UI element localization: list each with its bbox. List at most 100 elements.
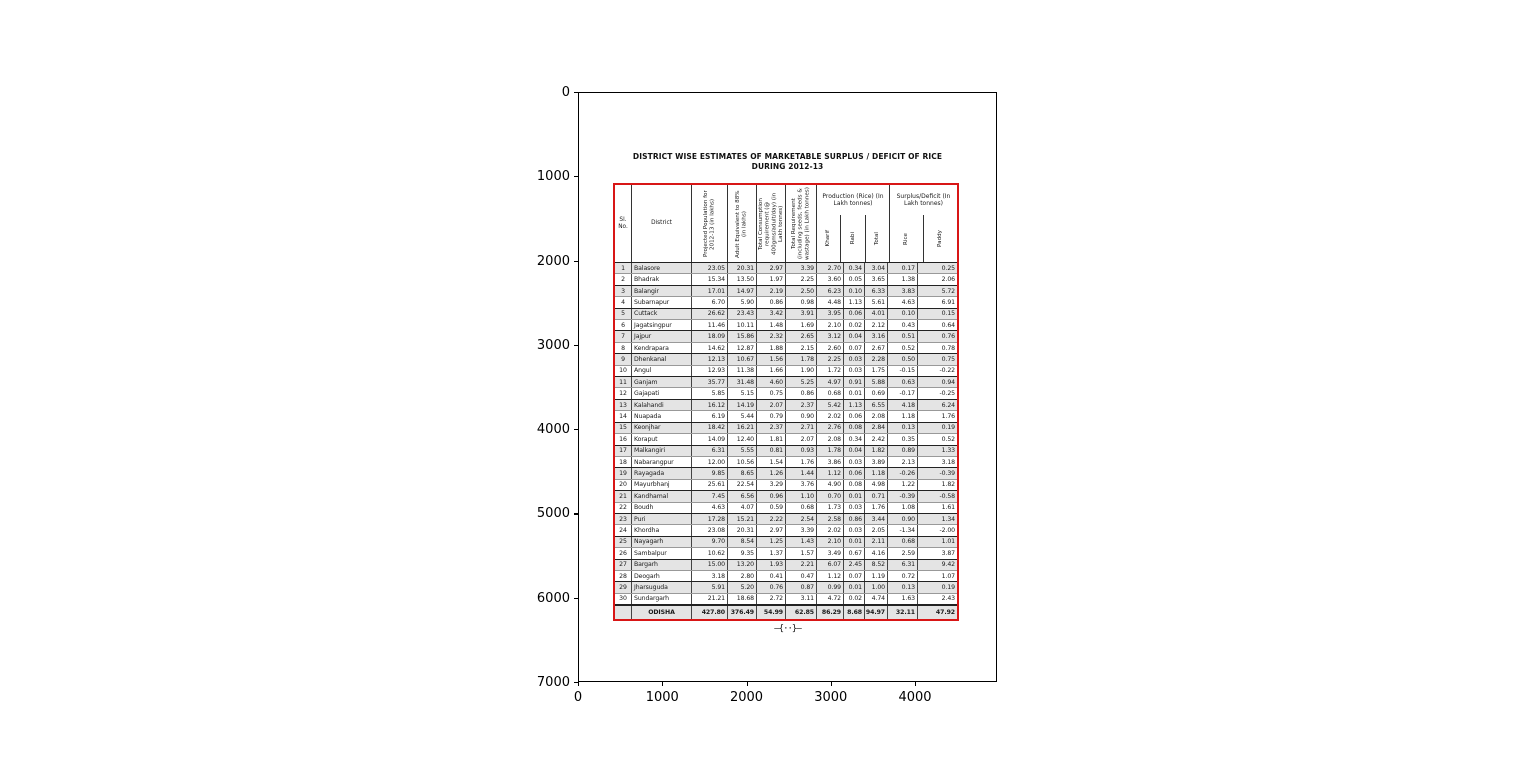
header-production-group: Production (Rice) (In Lakh tonnes) Khari…	[817, 185, 890, 262]
cell-value: 0.43	[888, 320, 918, 331]
cell-value: 0.64	[941, 321, 955, 329]
cell-value: 3.44	[865, 513, 888, 525]
cell-district: Deogarh	[632, 570, 692, 582]
cell-value: -0.58	[939, 492, 955, 500]
cell-value: 1.78	[817, 445, 844, 456]
cell-value: 6.91	[941, 298, 955, 306]
cell-value: 0.99	[817, 582, 844, 593]
cell-value: 0.90	[888, 513, 918, 525]
cell-value: 2.65	[786, 331, 817, 342]
cell-value: 0.08	[844, 422, 865, 434]
cell-value: 4.63	[888, 297, 918, 308]
cell-value: 23.08	[692, 525, 728, 536]
cell-value: 2.58	[817, 513, 844, 525]
cell-value: 1.61	[941, 504, 955, 512]
table-row: 28 Deogarh 3.18 2.80 0.41 0.47 1.12 0.07 1.19 0.7…	[615, 570, 957, 583]
cell-value: 2.37	[786, 399, 817, 411]
cell-value: 2.70	[817, 263, 844, 274]
table-row: 16 Koraput 14.09 12.40 1.81 2.07 2.08 0.34 2.42 0…	[615, 434, 957, 446]
table-row: 10 Angul 12.93 11.38 1.66 1.90 1.72 0.03 1.75 -0.…	[615, 365, 957, 378]
cell-value: 0.78	[941, 344, 955, 352]
cell-value: 0.10	[888, 308, 918, 320]
cell-value: 1.38	[888, 274, 918, 285]
cell-value: 6.31	[692, 445, 728, 456]
cell-value: 1.72	[817, 365, 844, 377]
cell-value: 0.17	[888, 263, 918, 274]
cell-value: 12	[615, 388, 632, 399]
cell-value: 4.74	[865, 593, 888, 605]
cell-district: Koraput	[632, 434, 692, 445]
table-row: 17 Malkangiri 6.31 5.55 0.81 0.93 1.78 0.04 1.82…	[615, 445, 957, 457]
table-row: 8 Kendrapara 14.62 12.87 1.88 2.15 2.60 0.07 2.6…	[615, 342, 957, 355]
cell-value: 0.03	[844, 502, 865, 513]
table-row: 4 Subarnapur 6.70 5.90 0.86 0.98 4.48 1.13 5.61 4…	[615, 297, 957, 309]
cell-value: 2.11	[865, 536, 888, 548]
cell-value: 35.77	[692, 377, 728, 388]
cell-value: 23.05	[692, 263, 728, 274]
x-tick-mark	[746, 682, 748, 686]
cell-value: 10.67	[728, 354, 757, 365]
document-title-line1: DISTRICT WISE ESTIMATES OF MARKETABLE SU…	[632, 152, 943, 161]
cell-value: 2.97	[757, 525, 786, 536]
cell-value: 3.16	[865, 331, 888, 342]
table-total-row: ODISHA 427.80 376.49 54.99 62.85 86.29 8.68 94.…	[615, 605, 957, 619]
cell-value: 15.34	[692, 274, 728, 285]
cell-district: Bhadrak	[632, 274, 692, 285]
cell-district: Sundargarh	[632, 593, 692, 605]
cell-value: -0.39	[939, 470, 955, 478]
cell-value: 0.81	[757, 445, 786, 456]
cell-value: 3.42	[757, 308, 786, 320]
header-kharif: Kharif	[817, 215, 842, 262]
cell-value: 2.08	[865, 411, 888, 422]
cell-value: 4.90	[817, 479, 844, 491]
cell-value: 0.34	[844, 263, 865, 274]
cell-value: 0.70	[817, 491, 844, 502]
cell-value: 4.98	[865, 479, 888, 491]
cell-district: Cuttack	[632, 308, 692, 320]
cell-value: 5.20	[728, 582, 757, 593]
x-tick-mark	[578, 682, 580, 686]
table-row: 25 Nayagarh 9.70 8.54 1.25 1.43 2.10 0.01 2.11 0.…	[615, 536, 957, 549]
cell-value: 6.31	[888, 559, 918, 570]
cell-value: 6.55	[865, 399, 888, 411]
y-tick-label: 3000	[536, 337, 570, 353]
cell-value: 3.83	[888, 285, 918, 297]
cell-value: 0.07	[844, 342, 865, 354]
cell-value: 0.10	[844, 285, 865, 297]
table-row: 7 Jajpur 18.09 15.86 2.32 2.65 3.12 0.04 3.16 0.5…	[615, 331, 957, 343]
cell-value: 3.95	[817, 308, 844, 320]
cell-value: 0.03	[844, 365, 865, 377]
cell-value: 0.86	[844, 513, 865, 525]
cell-value: 24	[615, 525, 632, 536]
cell-value: 21.21	[692, 593, 728, 605]
cell-value: 16.21	[728, 422, 757, 434]
table-row: 30 Sundargarh 21.21 18.68 2.72 3.11 4.72 0.02 4.…	[615, 593, 957, 606]
cell-value: 4.16	[865, 548, 888, 559]
cell-value: 16	[615, 434, 632, 445]
cell-value: 12.00	[692, 456, 728, 468]
cell-district: Boudh	[632, 502, 692, 513]
cell-value: -2.00	[939, 527, 955, 535]
cell-value: 0.13	[888, 422, 918, 434]
cell-value: 2.08	[817, 434, 844, 445]
cell-value: 2.71	[786, 422, 817, 434]
cell-value: 1.63	[888, 593, 918, 605]
cell-value: 0.06	[844, 468, 865, 479]
x-tick-mark	[830, 682, 832, 686]
cell-value: 4.60	[757, 377, 786, 388]
cell-value: 4.97	[817, 377, 844, 388]
cell-district: Balasore	[632, 263, 692, 274]
table-row: 9 Dhenkanal 12.13 10.67 1.56 1.78 2.25 0.03 2.28…	[615, 354, 957, 366]
cell-value: 0.50	[888, 354, 918, 365]
cell-value: 0.02	[844, 320, 865, 331]
cell-value: 0.79	[757, 411, 786, 422]
table-row: 15 Keonjhar 18.42 16.21 2.37 2.71 2.76 0.08 2.84…	[615, 422, 957, 435]
cell-value: 1.13	[844, 399, 865, 411]
cell-value: 17	[615, 445, 632, 456]
header-requirement: Total Requirement (including seeds, feed…	[786, 185, 817, 262]
y-tick-label: 2000	[536, 253, 570, 269]
cell-value: 2.10	[817, 536, 844, 548]
cell-value: 0.05	[844, 274, 865, 285]
cell-value: 12.40	[728, 434, 757, 445]
cell-value: 4.18	[888, 399, 918, 411]
